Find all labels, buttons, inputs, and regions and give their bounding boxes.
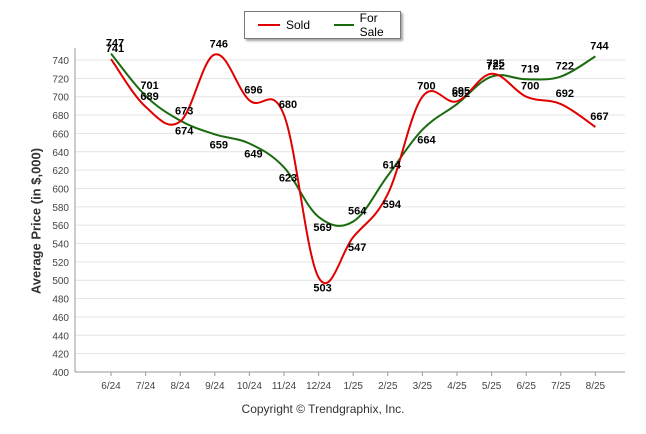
y-tick-label: 400	[52, 368, 69, 379]
y-tick-label: 560	[52, 221, 69, 232]
x-tick-label: 11/24	[272, 381, 297, 392]
sold-data-label: 725	[486, 58, 504, 70]
for-sale-line	[110, 52, 596, 227]
sold-data-label: 547	[348, 242, 366, 254]
y-tick-label: 720	[52, 74, 69, 85]
sold-data-label: 673	[175, 105, 193, 117]
legend: Sold For Sale	[244, 11, 401, 39]
for-sale-data-label: 659	[210, 139, 228, 151]
x-tick-label: 4/25	[447, 381, 467, 392]
x-tick-label: 6/24	[101, 381, 121, 392]
y-tick-label: 680	[52, 111, 69, 122]
for-sale-data-label: 664	[417, 135, 436, 147]
sold-data-label: 680	[279, 99, 297, 111]
for-sale-data-label: 722	[486, 61, 504, 73]
x-tick-label: 10/24	[237, 381, 262, 392]
sold-data-label: 667	[590, 111, 608, 123]
for-sale-data-label: 701	[140, 80, 158, 92]
for-sale-data-label: 649	[244, 149, 262, 161]
x-tick-label: 1/25	[343, 381, 363, 392]
for-sale-data-label: 569	[313, 222, 331, 234]
sold-data-label: 695	[452, 85, 470, 97]
sold-data-label: 746	[210, 38, 228, 50]
legend-item-for-sale: For Sale	[334, 11, 400, 39]
x-tick-label: 2/25	[378, 381, 398, 392]
for-sale-data-label: 692	[452, 88, 470, 100]
y-tick-label: 620	[52, 166, 69, 177]
sold-data-label: 503	[313, 282, 331, 294]
sold-data-label: 700	[417, 81, 435, 93]
x-tick-label: 12/24	[306, 381, 331, 392]
y-tick-label: 460	[52, 313, 69, 324]
for-sale-data-label: 674	[175, 126, 194, 138]
y-tick-label: 440	[52, 331, 69, 342]
x-tick-label: 7/24	[136, 381, 156, 392]
sold-data-label: 700	[521, 81, 539, 93]
x-tick-label: 8/24	[170, 381, 190, 392]
y-tick-label: 700	[52, 93, 69, 104]
legend-item-sold: Sold	[258, 18, 310, 32]
sold-data-label: 692	[556, 88, 574, 100]
legend-swatch-for-sale	[334, 24, 354, 26]
x-tick-label: 6/25	[516, 381, 536, 392]
for-sale-data-label: 747	[106, 38, 124, 50]
y-tick-label: 480	[52, 295, 69, 306]
y-tick-label: 600	[52, 184, 69, 195]
for-sale-data-label: 564	[348, 206, 367, 218]
y-tick-label: 640	[52, 148, 69, 159]
sold-line	[110, 53, 596, 285]
y-tick-label: 420	[52, 350, 69, 361]
sold-data-label: 741	[106, 43, 124, 55]
y-tick-label: 540	[52, 240, 69, 251]
legend-label-for-sale: For Sale	[359, 11, 384, 39]
x-tick-label: 9/24	[205, 381, 225, 392]
y-tick-label: 580	[52, 203, 69, 214]
for-sale-data-label: 614	[383, 160, 402, 172]
sold-data-label: 594	[383, 199, 402, 211]
x-tick-label: 8/25	[586, 381, 606, 392]
for-sale-data-label: 623	[279, 172, 297, 184]
sold-data-label: 689	[140, 91, 158, 103]
legend-swatch-sold	[258, 24, 280, 26]
copyright: Copyright © Trendgraphix, Inc.	[241, 402, 405, 416]
for-sale-data-label: 719	[521, 63, 539, 75]
x-tick-label: 5/25	[482, 381, 502, 392]
x-tick-label: 3/25	[413, 381, 433, 392]
legend-label-sold: Sold	[286, 18, 311, 32]
x-tick-label: 7/25	[551, 381, 571, 392]
for-sale-data-label: 722	[556, 61, 574, 73]
y-tick-label: 500	[52, 276, 69, 287]
sold-data-label: 696	[244, 84, 262, 96]
y-tick-label: 520	[52, 258, 69, 269]
y-axis-label: Average Price (in $,000)	[28, 147, 44, 295]
y-tick-label: 660	[52, 129, 69, 140]
y-tick-label: 740	[52, 56, 69, 67]
for-sale-data-label: 744	[590, 40, 609, 52]
